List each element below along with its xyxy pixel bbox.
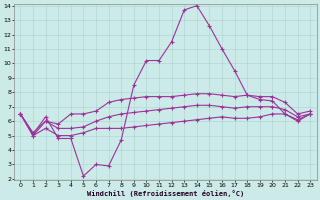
X-axis label: Windchill (Refroidissement éolien,°C): Windchill (Refroidissement éolien,°C) bbox=[87, 190, 244, 197]
